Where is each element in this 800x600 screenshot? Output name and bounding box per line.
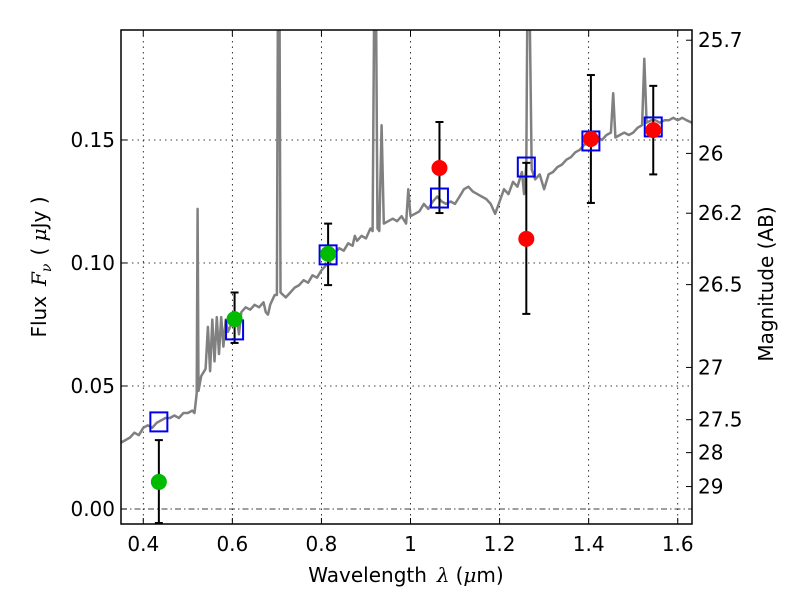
model-photometry-square	[429, 187, 449, 209]
y-tick-label: 0.00	[70, 497, 115, 521]
observed-optical-point	[226, 311, 243, 328]
x-axis-label: Wavelength λ (μm)	[308, 563, 503, 587]
observed-nir-point	[431, 160, 448, 177]
y-tick-label: 0.15	[70, 128, 115, 152]
y-axis-label-symbol: F	[27, 271, 51, 287]
x-axis-label-prefix: Wavelength	[308, 563, 427, 587]
y2-tick-label: 25.7	[698, 28, 743, 52]
y2-axis-label: Magnitude (AB)	[754, 206, 778, 361]
x-axis-label-unit-mu: μ	[463, 563, 476, 587]
y2-tick-label: 27	[698, 355, 723, 379]
y-tick-label: 0.05	[70, 374, 115, 398]
plot-frame	[120, 29, 693, 525]
observed-optical-point	[150, 473, 167, 490]
observed-nir-point	[645, 122, 662, 139]
observed-optical-point	[320, 245, 337, 262]
y-tick-label: 0.10	[70, 251, 115, 275]
y-axis-label-unit-open: (	[27, 241, 51, 255]
observed-nir-point	[582, 130, 599, 147]
y2-tick-label: 29	[698, 475, 723, 499]
y2-tick-label: 26.2	[698, 201, 743, 225]
model-photometry-square	[516, 156, 536, 178]
y-axis-label-subscript: ν	[39, 263, 55, 272]
x-axis-label-symbol: λ	[436, 563, 450, 587]
y-axis-label-prefix: Flux	[27, 296, 51, 338]
x-tick-label: 0.6	[216, 532, 248, 556]
model-photometry-square	[149, 411, 169, 433]
x-tick-label: 1.6	[662, 532, 694, 556]
model-photometry-square	[318, 244, 338, 266]
x-tick-label: 0.4	[127, 532, 159, 556]
y-axis-label-unit-rest: Jy )	[27, 196, 51, 230]
y2-tick-label: 27.5	[698, 408, 743, 432]
x-tick-label: 1.4	[573, 532, 605, 556]
ticks: 0.4 0.6 0.8 1 1.2 1.4 1.6 0.00 0.05 0.10 0.15 25.7 2…	[70, 28, 742, 556]
x-axis-label-unit-open: (	[456, 563, 464, 587]
y2-tick-label: 26.5	[698, 273, 743, 297]
x-axis-label-unit-rest: m)	[476, 563, 503, 587]
x-tick-label: 1	[404, 532, 417, 556]
y-axis-label: Flux Fν ( μJy )	[27, 196, 55, 337]
x-tick-label: 1.2	[484, 532, 516, 556]
observed-nir-point	[518, 230, 535, 247]
y2-tick-label: 28	[698, 441, 723, 465]
plot-area	[121, 30, 692, 524]
x-tick-label: 0.8	[306, 532, 338, 556]
y2-tick-label: 26	[698, 141, 723, 165]
y-axis-label-unit-mu: μ	[27, 228, 51, 241]
